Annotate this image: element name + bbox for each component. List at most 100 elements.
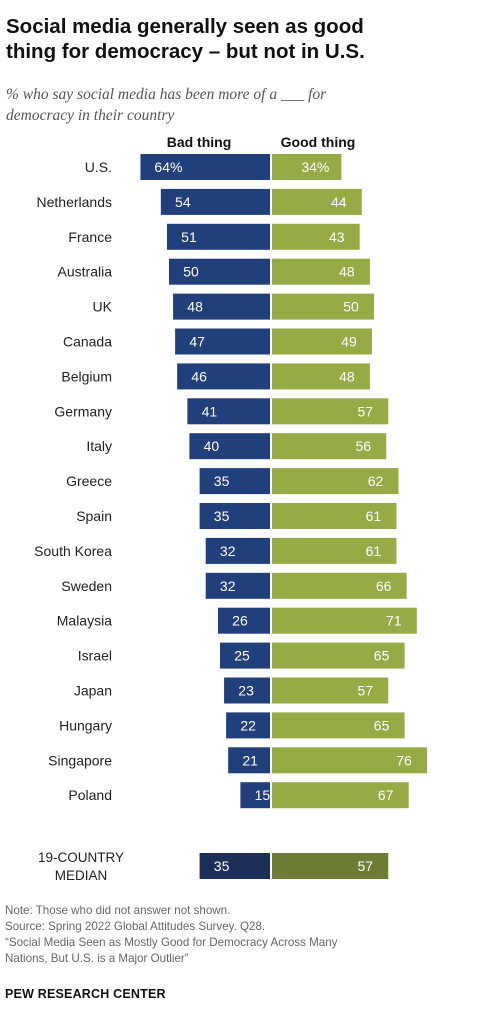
value-good-germany: 57 xyxy=(357,403,373,419)
value-bad-spain: 35 xyxy=(214,508,230,524)
value-bad-uk: 48 xyxy=(187,299,203,315)
value-bad-canada: 47 xyxy=(189,334,205,350)
bar-good-belgium xyxy=(272,363,370,390)
value-good-greece: 62 xyxy=(368,473,384,489)
value-good-australia: 48 xyxy=(339,264,355,280)
title-line-2: thing for democracy – but not in U.S. xyxy=(6,40,365,63)
value-good-median: 57 xyxy=(357,858,373,874)
chart-title: Social media generally seen as good thin… xyxy=(6,14,466,64)
value-good-france: 43 xyxy=(329,229,345,245)
bar-good-singapore xyxy=(272,747,428,774)
pew-logo-text: PEW RESEARCH CENTER xyxy=(5,987,166,1001)
bar-bad-singapore xyxy=(228,747,270,774)
value-bad-france: 51 xyxy=(181,229,197,245)
subtitle-line-2: democracy in their country xyxy=(6,107,175,124)
header-bad-thing: Bad thing xyxy=(167,134,232,150)
country-label-italy: Italy xyxy=(86,438,112,454)
subtitle-line-1: % who say social media has been more of … xyxy=(6,86,327,103)
country-label-germany: Germany xyxy=(54,403,112,419)
bar-bad-south-korea xyxy=(205,537,270,564)
bar-good-sweden xyxy=(272,572,407,599)
country-label-malaysia: Malaysia xyxy=(57,613,112,629)
value-good-south-korea: 61 xyxy=(366,543,382,559)
country-label-belgium: Belgium xyxy=(61,368,112,384)
value-bad-greece: 35 xyxy=(214,473,230,489)
country-label-japan: Japan xyxy=(74,683,112,699)
country-label-hungary: Hungary xyxy=(59,717,112,733)
country-label-canada: Canada xyxy=(63,334,112,350)
value-good-italy: 56 xyxy=(355,438,371,454)
bar-good-median xyxy=(272,853,389,879)
value-good-spain: 61 xyxy=(366,508,382,524)
bar-bad-france xyxy=(166,223,270,250)
report-title-line-1: “Social Media Seen as Mostly Good for De… xyxy=(5,936,338,949)
bar-bad-hungary xyxy=(226,712,270,739)
chart-notes: Note: Those who did not answer not shown… xyxy=(5,903,470,967)
bar-good-u-s xyxy=(272,154,342,180)
bar-good-hungary xyxy=(272,712,405,739)
value-bad-germany: 41 xyxy=(202,403,218,419)
value-good-hungary: 65 xyxy=(374,717,390,733)
country-label-greece: Greece xyxy=(66,473,112,489)
country-label-sweden: Sweden xyxy=(61,578,112,594)
value-good-belgium: 48 xyxy=(339,368,355,384)
country-label-israel: Israel xyxy=(78,648,112,664)
bar-bad-netherlands xyxy=(160,188,270,215)
bar-good-poland xyxy=(272,782,409,809)
value-bad-median: 35 xyxy=(214,858,230,874)
bar-good-south-korea xyxy=(272,537,397,564)
country-label-poland: Poland xyxy=(68,787,112,803)
bar-bad-u-s xyxy=(140,154,270,180)
value-good-japan: 57 xyxy=(357,683,373,699)
bar-bad-belgium xyxy=(177,363,270,390)
bar-bad-germany xyxy=(187,398,270,425)
country-label-south-korea: South Korea xyxy=(34,543,112,559)
bar-good-uk xyxy=(272,293,374,320)
country-label-france: France xyxy=(68,229,112,245)
value-bad-italy: 40 xyxy=(204,438,220,454)
bar-bad-australia xyxy=(169,258,270,285)
value-good-uk: 50 xyxy=(343,299,359,315)
value-good-poland: 67 xyxy=(378,787,394,803)
value-bad-israel: 25 xyxy=(234,648,250,664)
value-bad-south-korea: 32 xyxy=(220,543,236,559)
value-bad-belgium: 46 xyxy=(191,368,207,384)
bar-good-netherlands xyxy=(272,188,362,215)
bar-bad-median xyxy=(199,853,270,879)
value-good-sweden: 66 xyxy=(376,578,392,594)
bar-bad-israel xyxy=(220,642,270,669)
bar-bad-japan xyxy=(224,677,270,704)
bar-good-malaysia xyxy=(272,607,417,634)
header-good-thing: Good thing xyxy=(281,134,356,150)
bar-good-canada xyxy=(272,328,372,355)
bar-bad-greece xyxy=(199,468,270,495)
source-text: Source: Spring 2022 Global Attitudes Sur… xyxy=(5,920,266,933)
country-label-netherlands: Netherlands xyxy=(37,194,113,210)
chart-subtitle: % who say social media has been more of … xyxy=(6,84,446,126)
diverging-bar-chart: Bad thing Good thing U.S. 64% 34% Netherlands… xyxy=(34,134,428,883)
value-good-singapore: 76 xyxy=(396,752,412,768)
bar-bad-sweden xyxy=(205,572,270,599)
value-bad-poland: 15 xyxy=(255,787,271,803)
value-good-u-s: 34% xyxy=(301,159,329,175)
value-good-canada: 49 xyxy=(341,334,357,350)
bar-bad-malaysia xyxy=(217,607,270,634)
bar-good-australia xyxy=(272,258,370,285)
bar-bad-poland xyxy=(240,782,270,809)
bar-good-germany xyxy=(272,398,389,425)
bar-bad-canada xyxy=(175,328,270,355)
value-bad-netherlands: 54 xyxy=(175,194,191,210)
value-bad-australia: 50 xyxy=(183,264,199,280)
value-bad-u-s: 64% xyxy=(154,159,182,175)
country-label-spain: Spain xyxy=(76,508,112,524)
bar-good-japan xyxy=(272,677,389,704)
country-label-australia: Australia xyxy=(58,264,113,280)
bar-bad-italy xyxy=(189,433,270,460)
median-label-line-2: MEDIAN xyxy=(55,868,108,883)
bar-good-spain xyxy=(272,503,397,529)
median-label-line-1: 19-COUNTRY xyxy=(38,850,124,865)
country-label-singapore: Singapore xyxy=(48,752,112,768)
value-bad-malaysia: 26 xyxy=(232,613,248,629)
value-bad-sweden: 32 xyxy=(220,578,236,594)
value-good-malaysia: 71 xyxy=(386,613,402,629)
